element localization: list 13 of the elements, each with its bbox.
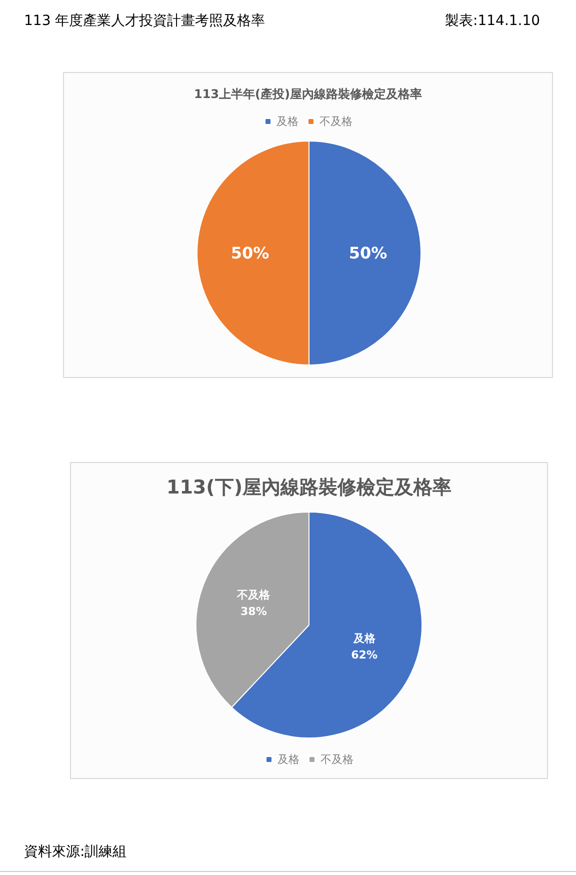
chart-title: 113(下)屋內線路裝修檢定及格率 (166, 476, 452, 498)
legend-label: 及格 (276, 115, 298, 128)
data-label: 50% (348, 244, 388, 262)
text: 113 年度產業人才投資計畫考照及格率 (24, 12, 266, 30)
legend-label: 不及格 (320, 753, 354, 766)
legend-label: 及格 (278, 753, 300, 766)
text: 製表:114.1.10 (445, 12, 540, 30)
legend-label: 不及格 (320, 115, 352, 128)
source-note: 資料來源:訓練組 (24, 843, 127, 861)
chart-title: 113上半年(產投)屋內線路裝修檢定及格率 (194, 87, 422, 101)
data-label: 不及格 38% (236, 588, 272, 618)
data-label: 及格 62% (351, 632, 378, 662)
data-label: 50% (230, 244, 270, 262)
